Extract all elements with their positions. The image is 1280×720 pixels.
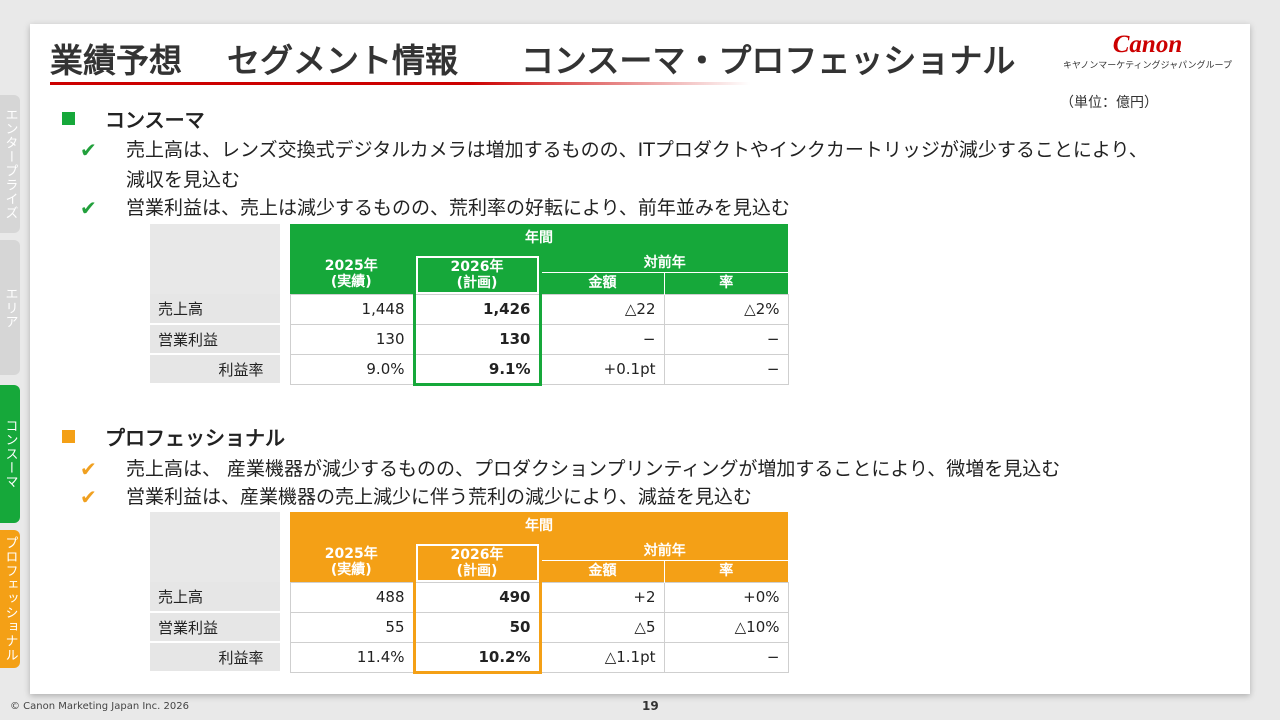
title-underline (50, 82, 750, 85)
slide: 業績予想 セグメント情報 コンスーマ・プロフェッショナル Canon キヤノンマ… (30, 24, 1250, 694)
header-2025: 2025年 (実績) (290, 254, 414, 294)
header-year: 年間 (290, 512, 788, 542)
unit-label: （単位：億円） (1060, 95, 1158, 111)
consumer-bullet-1-cont: 減収を見込む (80, 167, 240, 193)
professional-heading: プロフェッショナル (62, 422, 285, 451)
tab-professional-label: プロフェッショナル (2, 536, 18, 662)
page-number: 19 (642, 699, 659, 713)
header-yoy: 対前年 (539, 254, 788, 273)
professional-bullet-1: ✔ 売上高は、 産業機器が減少するものの、プロダクションプリンティングが増加する… (80, 456, 1060, 482)
orange-square-icon (62, 430, 75, 443)
table-row: 利益率 11.4% 10.2% △1.1pt − (150, 641, 789, 674)
consumer-table: 年間 2025年 (実績) 2026年 (計画) 対前年 金額 率 売上高 1,… (150, 224, 789, 386)
header-rate: 率 (663, 560, 788, 582)
green-square-icon (62, 112, 75, 125)
table-row: 売上高 488 490 +2 +0% (150, 581, 789, 613)
professional-bullet-2-text: 営業利益は、産業機器の売上減少に伴う荒利の減少により、減益を見込む (126, 486, 752, 508)
logo-subtitle: キヤノンマーケティングジャパングループ (1062, 61, 1232, 71)
tab-enterprise[interactable]: エンタープライズ (0, 95, 20, 233)
consumer-bullet-2: ✔ 営業利益は、売上は減少するものの、荒利率の好転により、前年並みを見込む (80, 195, 790, 221)
title-part2: セグメント情報 (227, 41, 458, 80)
table-row: 営業利益 130 130 − − (150, 323, 789, 355)
header-2026: 2026年 (計画) (412, 252, 542, 294)
header-amount: 金額 (539, 560, 664, 582)
tab-area[interactable]: エリア (0, 240, 20, 375)
title-part3: コンスーマ・プロフェッショナル (521, 41, 1016, 80)
tab-consumer-label: コンスーマ (2, 419, 18, 489)
consumer-heading-text: コンスーマ (105, 108, 205, 132)
header-year: 年間 (290, 224, 788, 254)
logo-brand: Canon (1112, 31, 1183, 58)
consumer-heading: コンスーマ (62, 104, 205, 133)
professional-bullet-2: ✔ 営業利益は、産業機器の売上減少に伴う荒利の減少により、減益を見込む (80, 484, 752, 510)
professional-heading-text: プロフェッショナル (105, 426, 285, 450)
check-icon: ✔ (80, 196, 97, 220)
consumer-bullet-1-cont-text: 減収を見込む (126, 169, 241, 191)
tab-professional[interactable]: プロフェッショナル (0, 530, 20, 668)
title-part1: 業績予想 (50, 41, 182, 80)
header-amount: 金額 (539, 272, 664, 294)
tab-consumer[interactable]: コンスーマ (0, 385, 20, 523)
table-row: 利益率 9.0% 9.1% +0.1pt − (150, 353, 789, 386)
header-2026: 2026年 (計画) (412, 540, 542, 582)
table-row: 営業利益 55 50 △5 △10% (150, 611, 789, 643)
tab-area-label: エリア (2, 286, 18, 329)
check-icon: ✔ (80, 138, 97, 162)
professional-bullet-1-text: 売上高は、 産業機器が減少するものの、プロダクションプリンティングが増加すること… (126, 458, 1061, 480)
canon-logo: Canon キヤノンマーケティングジャパングループ (1062, 31, 1232, 72)
check-icon: ✔ (80, 485, 97, 509)
tab-enterprise-label: エンタープライズ (2, 108, 18, 220)
consumer-bullet-2-text: 営業利益は、売上は減少するものの、荒利率の好転により、前年並みを見込む (126, 197, 790, 219)
copyright: © Canon Marketing Japan Inc. 2026 (10, 701, 189, 712)
header-2025: 2025年 (実績) (290, 542, 414, 582)
consumer-bullet-1: ✔ 売上高は、レンズ交換式デジタルカメラは増加するものの、ITプロダクトやインク… (80, 137, 1148, 163)
consumer-bullet-1-text: 売上高は、レンズ交換式デジタルカメラは増加するものの、ITプロダクトやインクカー… (126, 139, 1148, 161)
header-yoy: 対前年 (539, 542, 788, 561)
page-title: 業績予想 セグメント情報 コンスーマ・プロフェッショナル (50, 34, 1015, 82)
header-rate: 率 (663, 272, 788, 294)
table-row: 売上高 1,448 1,426 △22 △2% (150, 293, 789, 325)
professional-table: 年間 2025年 (実績) 2026年 (計画) 対前年 金額 率 売上高 48… (150, 512, 789, 674)
check-icon: ✔ (80, 457, 97, 481)
